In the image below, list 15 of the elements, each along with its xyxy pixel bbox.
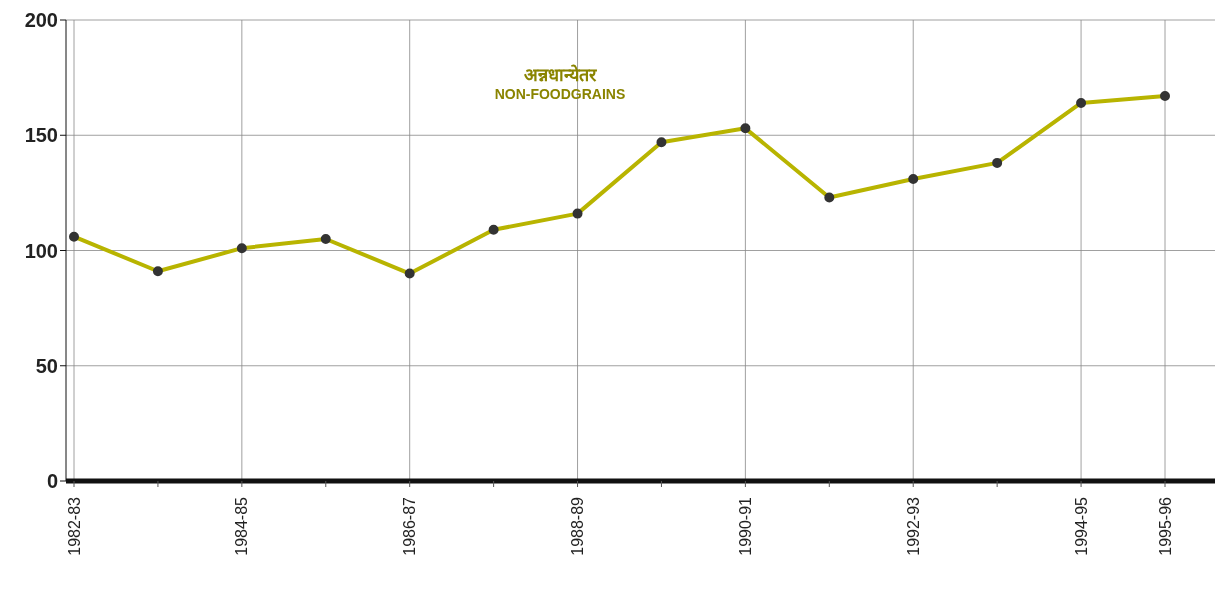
- x-tick-label: 1994-95: [1072, 496, 1090, 556]
- y-tick-label: 100: [24, 239, 58, 262]
- x-tick-label: 1988-89: [569, 496, 587, 556]
- x-tick-label: 1992-93: [904, 496, 922, 556]
- y-tick-label: 0: [46, 470, 58, 493]
- y-tick-label: 200: [24, 9, 58, 32]
- text: NON-FOODGRAINS: [493, 86, 627, 102]
- y-tick-label: 150: [24, 124, 58, 147]
- x-tick-label: 1984-85: [233, 496, 251, 556]
- x-tick-label: 1982-83: [65, 496, 83, 556]
- y-tick-label: 50: [35, 354, 58, 377]
- x-tick-label: 1995-96: [1156, 496, 1174, 556]
- x-tick-label: 1986-87: [401, 496, 419, 556]
- text: अन्नधान्येतर: [523, 63, 598, 86]
- x-tick-label: 1990-91: [736, 496, 754, 556]
